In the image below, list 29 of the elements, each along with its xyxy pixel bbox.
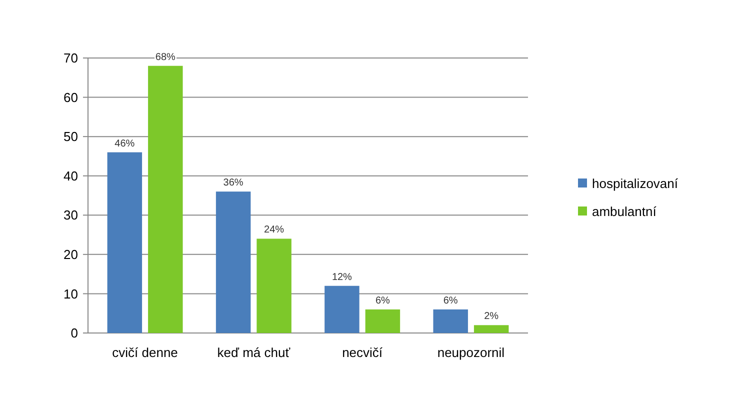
bar [148,66,183,333]
data-label: 2% [484,311,499,322]
bar [433,309,468,333]
data-label: 12% [332,272,352,283]
y-tick-label: 30 [64,208,78,223]
x-tick-label: cvičí denne [112,345,178,360]
bar [216,192,251,333]
bar [107,152,142,333]
y-tick-label: 0 [70,326,78,341]
data-label: 46% [114,138,135,150]
y-tick-label: 70 [64,50,78,66]
data-label: 36% [223,178,244,189]
x-tick-label: keď má chuť [217,345,290,360]
bar [474,325,509,333]
data-label: 6% [443,295,458,306]
bar [324,286,360,333]
y-tick-label: 10 [64,286,78,302]
x-tick-label: necvičí [342,345,383,360]
legend-label: hospitalizovaní [592,176,678,192]
bar [256,238,292,333]
y-tick-label: 50 [64,129,78,144]
y-tick-label: 20 [64,246,78,262]
y-tick-label: 40 [64,168,78,184]
x-tick-label: neupozornil [437,345,505,360]
data-label: 24% [264,224,284,236]
bar [365,309,400,333]
data-label: 6% [375,295,390,306]
legend-label: ambulantní [592,204,657,220]
y-tick-label: 60 [64,90,78,105]
